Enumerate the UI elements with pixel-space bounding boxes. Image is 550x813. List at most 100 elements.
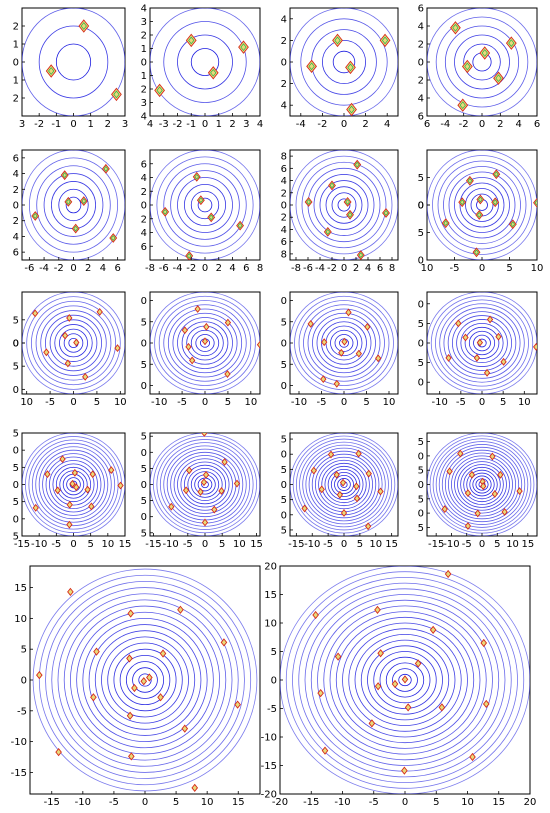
sample-point-marker <box>157 693 164 702</box>
x-tick-label: -10 <box>304 539 320 550</box>
sample-point-marker <box>84 485 91 494</box>
contour-ring <box>51 587 239 773</box>
sample-point-marker <box>60 170 69 181</box>
contour-ring <box>457 461 507 508</box>
sample-point-marker <box>364 322 371 331</box>
x-tick-label: -5 <box>177 397 187 408</box>
sample-point-marker <box>355 349 362 358</box>
y-tick-label: 5 <box>13 463 19 474</box>
y-tick-label: 0 <box>281 510 287 521</box>
contour-ring <box>317 599 493 761</box>
sample-point-marker <box>476 194 485 205</box>
sample-point-inner <box>347 211 353 218</box>
contour-ring <box>153 435 257 534</box>
y-tick-label: 0 <box>141 339 147 350</box>
sample-point-marker <box>508 219 517 230</box>
y-tick-label: 2 <box>141 214 147 225</box>
contour-ring <box>435 16 529 108</box>
sample-point-marker <box>444 569 452 579</box>
contour-ring <box>177 458 233 511</box>
sample-point-marker <box>365 469 372 478</box>
sample-point-marker <box>203 322 210 331</box>
x-tick-label: 10 <box>233 539 246 550</box>
contour-ring <box>323 605 487 755</box>
sample-point-marker <box>355 449 362 458</box>
y-tick-label: 0 <box>281 339 287 350</box>
sample-point-inner <box>495 74 502 83</box>
contour-ring <box>464 326 500 360</box>
contour-ring <box>354 634 456 727</box>
sample-point-marker <box>468 470 476 479</box>
contour-ring <box>312 312 376 374</box>
contour-ring <box>42 453 105 516</box>
sample-point-inner <box>478 196 483 203</box>
contour-ring <box>163 21 247 103</box>
sample-point-marker <box>483 368 491 377</box>
contour-ring <box>158 300 252 386</box>
contour-ring <box>57 593 233 767</box>
sample-point-inner <box>459 101 466 110</box>
x-tick-label: -5 <box>323 539 333 550</box>
x-tick-label: 10 <box>101 539 114 550</box>
contour-ring <box>45 314 102 372</box>
sample-point-marker <box>321 338 328 347</box>
contour-ring <box>373 651 437 709</box>
contour-ring <box>298 582 512 778</box>
contour-ring <box>334 334 354 352</box>
x-tick-label: 15 <box>119 539 132 550</box>
x-tick-label: -2 <box>173 119 183 130</box>
sample-point-marker <box>111 87 122 102</box>
sample-point-marker <box>345 308 352 317</box>
sample-point-marker <box>495 332 502 341</box>
y-tick-label: 4 <box>13 169 19 180</box>
sample-point-marker <box>343 197 352 207</box>
y-tick-label: 0 <box>281 58 287 69</box>
sample-point-inner <box>358 252 364 258</box>
contour-ring <box>113 648 177 712</box>
contour-ring <box>132 667 158 693</box>
x-tick-label: 0 <box>341 119 347 130</box>
sample-point-marker <box>379 33 391 48</box>
sample-point-marker <box>301 504 308 513</box>
sample-point-marker <box>321 746 329 755</box>
panel-frame <box>149 149 261 261</box>
y-tick-label: 0 <box>141 480 147 491</box>
sample-point-inner <box>80 22 87 30</box>
contour-ring <box>469 472 495 497</box>
sample-point-inner <box>383 210 389 216</box>
sample-point-marker <box>189 356 196 365</box>
sample-point-marker <box>185 33 197 48</box>
sample-point-marker <box>414 659 422 668</box>
x-tick-label: 0 <box>70 539 76 550</box>
sample-point-inner <box>348 105 355 114</box>
sample-point-marker <box>117 481 124 490</box>
sample-point-marker <box>78 19 90 33</box>
sample-point-marker <box>197 487 204 496</box>
y-tick-label: 0 <box>13 58 19 69</box>
y-tick-label: 0 <box>418 201 424 212</box>
sample-point-inner <box>508 39 515 47</box>
y-tick-label: 6 <box>13 248 19 259</box>
y-tick-label: 0 <box>418 451 424 462</box>
sample-point-marker <box>505 36 517 50</box>
sample-point-marker <box>368 719 376 728</box>
sample-point-marker <box>455 319 462 328</box>
x-tick-label: 0 <box>202 539 208 550</box>
x-tick-label: 4 <box>100 263 106 274</box>
sample-point-marker <box>334 652 342 661</box>
sample-point-marker <box>332 33 343 48</box>
sample-point-marker <box>82 372 89 381</box>
sample-point-marker <box>114 344 121 353</box>
y-tick-label: 5 <box>141 432 147 443</box>
sample-point-marker <box>353 494 361 503</box>
contour-ring <box>167 308 243 378</box>
sample-point-marker <box>345 60 356 75</box>
x-tick-label: 0 <box>70 397 76 408</box>
x-tick-label: 15 <box>492 797 505 808</box>
y-tick-label: 5 <box>141 360 147 371</box>
y-tick-label: 15 <box>14 583 27 594</box>
x-tick-label: 6 <box>424 119 430 130</box>
